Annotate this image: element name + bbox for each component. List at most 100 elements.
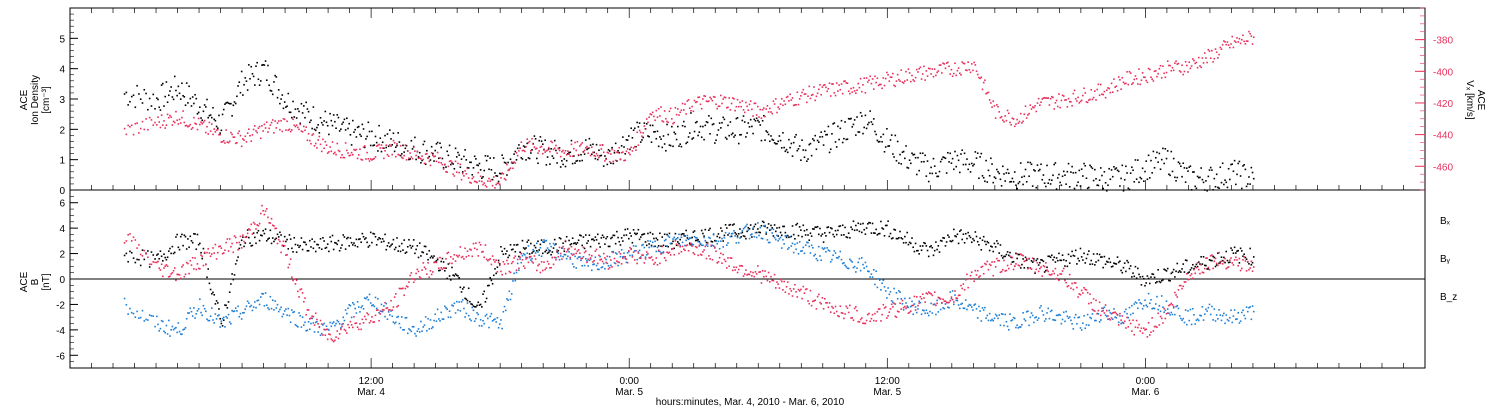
data-point: [653, 115, 655, 118]
data-point: [594, 236, 597, 238]
data-point: [338, 150, 341, 153]
data-point: [593, 151, 595, 154]
data-point: [331, 141, 334, 143]
data-point: [677, 108, 679, 110]
data-point: [1250, 263, 1253, 266]
data-point: [1083, 162, 1085, 165]
data-point: [167, 116, 170, 119]
data-point: [395, 246, 397, 249]
data-point: [320, 150, 323, 153]
data-point: [948, 301, 950, 304]
data-point: [884, 146, 887, 148]
data-point: [159, 250, 162, 253]
data-point: [490, 312, 493, 315]
data-point: [250, 65, 253, 68]
data-point: [262, 63, 264, 66]
data-point: [679, 244, 681, 247]
data-point: [639, 256, 642, 258]
data-point: [1034, 105, 1036, 107]
data-point: [123, 254, 126, 257]
data-point: [224, 304, 226, 306]
data-point: [847, 117, 850, 120]
data-point: [725, 227, 728, 229]
data-point: [1074, 282, 1077, 284]
data-point: [477, 313, 480, 316]
data-point: [863, 126, 866, 129]
data-point: [1125, 82, 1127, 85]
data-point: [263, 64, 266, 66]
data-point: [736, 271, 739, 274]
data-point: [1169, 174, 1171, 177]
data-point: [205, 131, 207, 134]
data-point: [1082, 94, 1084, 97]
data-point: [251, 73, 254, 75]
data-point: [545, 164, 548, 166]
data-point: [1024, 105, 1027, 107]
data-point: [926, 160, 929, 162]
data-point: [697, 254, 699, 257]
data-point: [921, 245, 924, 247]
data-point: [206, 318, 208, 320]
data-point: [1160, 295, 1163, 297]
data-point: [705, 121, 708, 123]
data-point: [1064, 99, 1066, 101]
data-point: [1160, 317, 1163, 320]
data-point: [1156, 326, 1158, 329]
data-point: [810, 244, 813, 247]
data-point: [482, 319, 484, 322]
data-point: [234, 307, 237, 309]
data-point: [730, 133, 733, 136]
data-point: [1150, 76, 1152, 79]
data-point: [293, 236, 296, 239]
data-point: [362, 322, 365, 324]
data-point: [389, 144, 391, 146]
data-point: [583, 247, 586, 250]
data-point: [1054, 319, 1057, 322]
data-point: [1128, 188, 1131, 191]
data-point: [230, 102, 232, 105]
data-point: [1153, 307, 1156, 310]
data-point: [1249, 247, 1251, 250]
data-point: [361, 232, 364, 235]
data-point: [452, 173, 454, 176]
data-point: [1235, 41, 1237, 44]
data-point: [782, 225, 784, 228]
data-point: [651, 233, 654, 235]
data-point: [250, 304, 253, 307]
data-point: [778, 226, 781, 229]
data-point: [1043, 271, 1046, 273]
data-point: [871, 123, 874, 126]
data-point: [442, 318, 445, 320]
data-point: [390, 310, 392, 312]
data-point: [1019, 253, 1022, 255]
data-point: [418, 276, 421, 278]
data-point: [1125, 327, 1127, 329]
data-point: [1058, 93, 1060, 95]
data-point: [690, 243, 692, 246]
data-point: [281, 130, 284, 133]
data-point: [300, 288, 303, 290]
data-point: [274, 238, 276, 241]
data-point: [1111, 265, 1114, 268]
x-tick-date-label: Mar. 4: [357, 387, 385, 398]
data-point: [557, 256, 560, 258]
data-point: [795, 248, 797, 251]
data-point: [183, 234, 186, 237]
data-point: [446, 171, 448, 173]
data-point: [942, 156, 944, 158]
data-point: [222, 139, 225, 142]
data-point: [1145, 79, 1147, 82]
data-point: [1213, 57, 1216, 60]
data-point: [1005, 119, 1008, 122]
data-point: [243, 311, 245, 314]
data-point: [582, 151, 585, 153]
data-point: [281, 244, 284, 247]
data-point: [789, 146, 791, 149]
data-point: [386, 245, 389, 247]
data-point: [238, 315, 241, 318]
data-point: [325, 328, 328, 331]
data-point: [1131, 330, 1133, 332]
data-point: [687, 249, 690, 252]
data-point: [442, 267, 445, 269]
top-right-ytick-label: -460: [1433, 162, 1453, 173]
